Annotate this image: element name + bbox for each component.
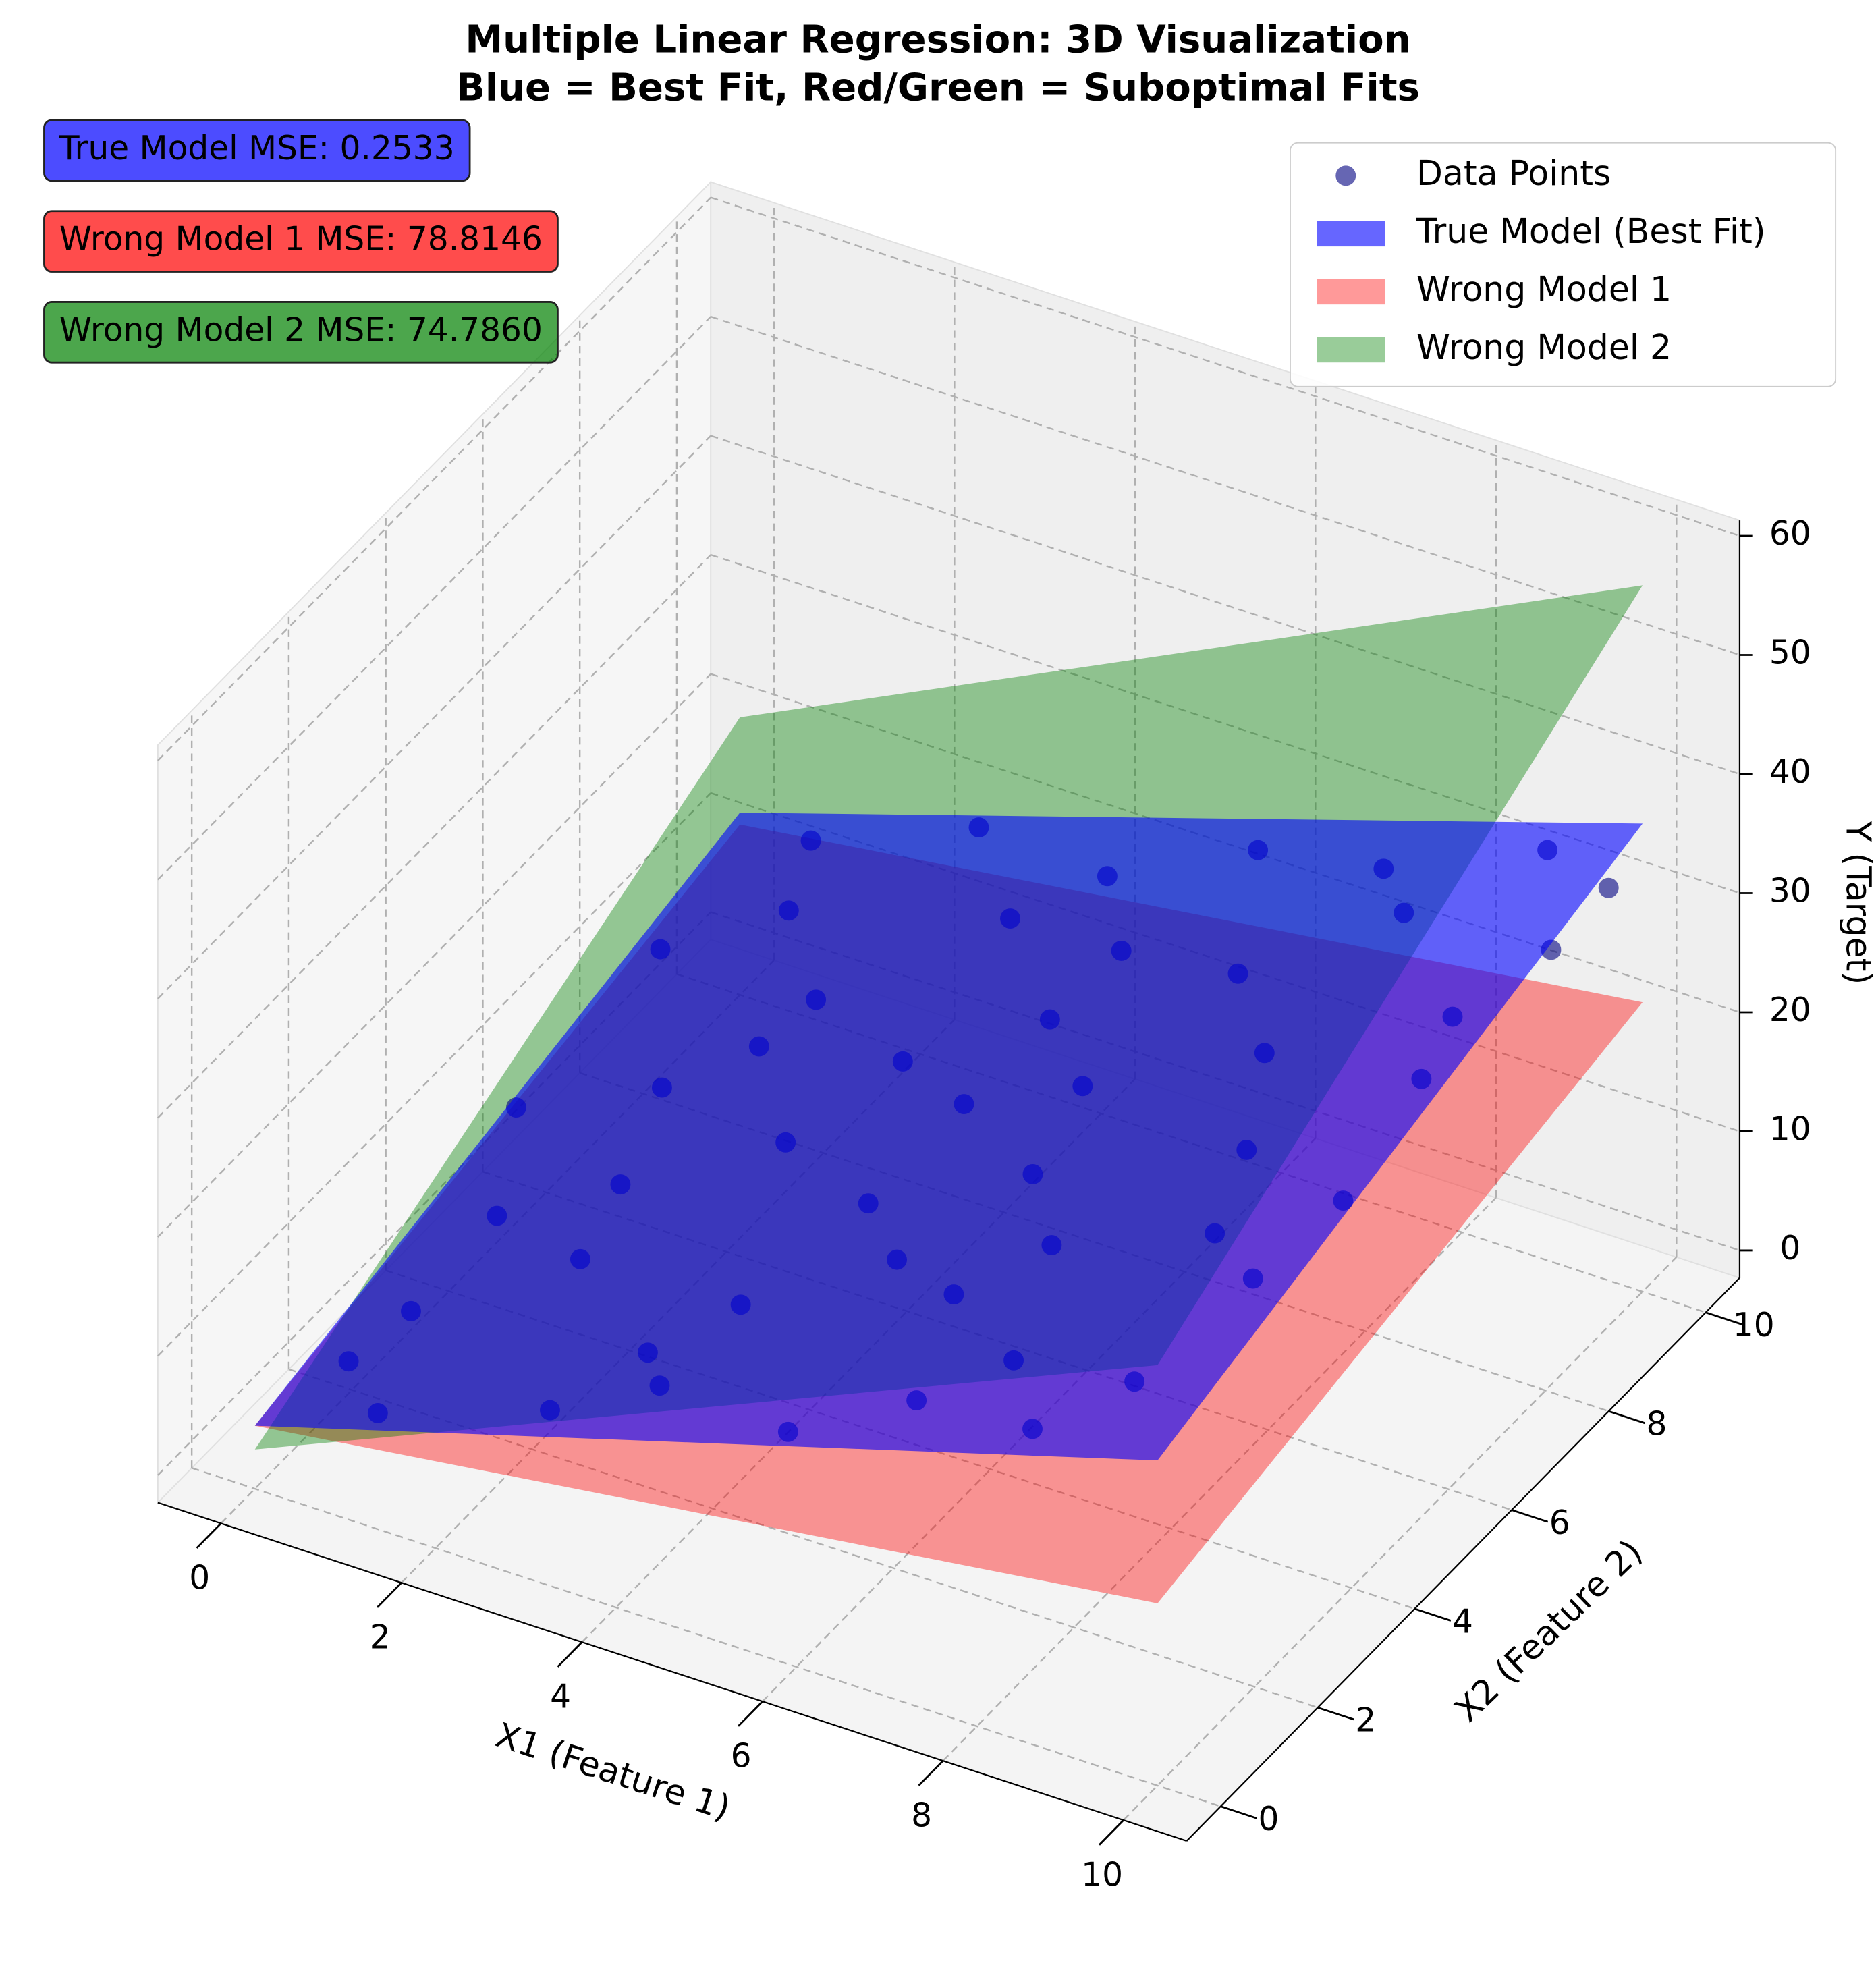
annotation-text: True Model MSE: 0.2533 — [59, 130, 455, 167]
grid-line — [710, 435, 1740, 775]
grid-line — [157, 196, 712, 761]
y-axis — [1186, 1277, 1740, 1842]
chart-title: Multiple Linear Regression: 3D Visualiza… — [465, 18, 1410, 62]
z-tick-label: 40 — [1769, 753, 1811, 791]
x-tick — [196, 1522, 222, 1549]
x-tick — [377, 1582, 402, 1608]
x-tick-label: 0 — [189, 1560, 210, 1597]
y-tick — [1220, 1805, 1257, 1819]
z-tick-label: 10 — [1769, 1110, 1811, 1148]
annotations: True Model MSE: 0.2533 Wrong Model 1 MSE:… — [43, 119, 559, 364]
x-tick — [1098, 1819, 1124, 1846]
y-tick — [1317, 1706, 1354, 1721]
legend-label: True Model (Best Fit) — [1416, 211, 1765, 251]
z-tick-label: 30 — [1769, 872, 1811, 910]
grid-line — [191, 1467, 1221, 1807]
legend: Data Points True Model (Best Fit) Wrong Mo… — [1290, 142, 1837, 387]
grid-line — [157, 673, 712, 1238]
grid-line — [157, 316, 712, 881]
grid-line — [710, 673, 1740, 1014]
legend-patch — [1317, 337, 1385, 363]
legend-marker — [1335, 165, 1356, 186]
y-tick — [1414, 1607, 1452, 1622]
legend-label: Wrong Model 1 — [1416, 269, 1672, 309]
x-tick — [918, 1760, 944, 1786]
annotation-box — [43, 210, 559, 273]
grid-line — [157, 435, 712, 999]
grid-line — [710, 196, 1740, 537]
x-tick-label: 10 — [1081, 1856, 1123, 1894]
x-axis-label: X1 (Feature 1) — [491, 1715, 736, 1828]
x-tick — [557, 1641, 583, 1668]
x-tick-label: 8 — [911, 1796, 932, 1834]
z-tick-label: 20 — [1769, 991, 1811, 1029]
annotation-text: Wrong Model 2 MSE: 74.7860 — [59, 311, 543, 349]
legend-patch — [1317, 221, 1385, 247]
y-tick-label: 4 — [1452, 1603, 1473, 1641]
grid-line — [157, 554, 712, 1119]
z-axis-label: Y (Target) — [1839, 821, 1876, 985]
data-point — [1598, 877, 1619, 898]
annotation-box — [43, 301, 559, 364]
grid-line — [710, 315, 1740, 656]
y-tick-label: 6 — [1549, 1504, 1570, 1542]
x-axis — [157, 1502, 1187, 1842]
grid-line — [1123, 1256, 1678, 1821]
y-axis-label: X2 (Feature 2) — [1447, 1532, 1650, 1730]
legend-box — [1290, 142, 1837, 387]
x-tick-label: 2 — [370, 1618, 391, 1656]
z-tick-label: 50 — [1769, 634, 1811, 671]
marks — [254, 585, 1643, 1603]
y-tick-label: 2 — [1355, 1702, 1376, 1740]
annotation-box — [43, 119, 471, 182]
x-tick — [738, 1701, 763, 1727]
y-tick-label: 0 — [1258, 1800, 1279, 1838]
y-tick — [1705, 1311, 1742, 1325]
surface — [254, 813, 1643, 1461]
y-tick — [1608, 1410, 1645, 1425]
x-tick-label: 4 — [550, 1678, 571, 1715]
z-tick-label: 60 — [1769, 515, 1811, 553]
annotation-text: Wrong Model 1 MSE: 78.8146 — [59, 221, 543, 258]
y-tick-label: 10 — [1733, 1307, 1775, 1344]
legend-label: Data Points — [1416, 153, 1611, 193]
legend-patch — [1317, 279, 1385, 305]
axes: 0 2 4 6 8 10 0 2 4 6 8 10 0 10 20 30 40 50 60 — [157, 515, 1811, 1894]
z-tick-label: 0 — [1780, 1230, 1800, 1267]
legend-label: Wrong Model 2 — [1416, 327, 1672, 367]
y-tick-label: 8 — [1647, 1406, 1667, 1443]
grid-line — [157, 792, 712, 1357]
x-tick-label: 6 — [731, 1737, 752, 1775]
y-tick — [1511, 1509, 1549, 1523]
chart-subtitle: Blue = Best Fit, Red/Green = Suboptimal … — [456, 66, 1420, 110]
grid-line — [942, 1197, 1497, 1762]
